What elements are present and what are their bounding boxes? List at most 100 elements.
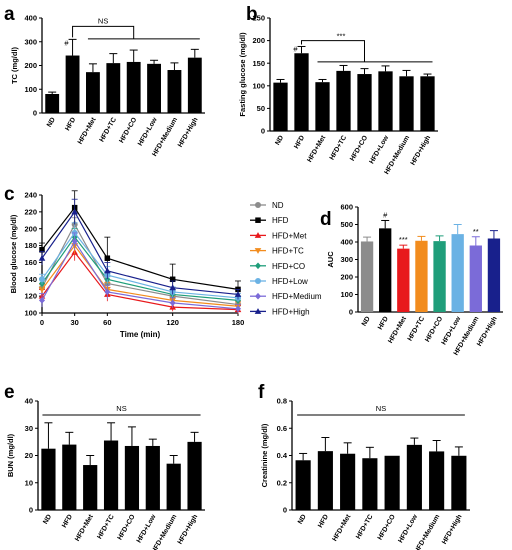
series-line [41, 210, 239, 296]
bar-f [340, 453, 356, 510]
y-tick-label-b: 0 [261, 127, 265, 136]
bar-e [83, 465, 98, 510]
x-axis-label-c: Time (min) [120, 330, 161, 339]
category-label-a: HFD+High [177, 117, 200, 149]
legend-label: HFD+Met [272, 231, 307, 240]
category-label-a: HFD+CO [118, 117, 138, 145]
category-label-b: HFD+TC [329, 134, 349, 161]
panel-label-c: c [4, 184, 15, 205]
x-tick-label-c: 120 [166, 318, 179, 327]
bar-d [379, 228, 392, 312]
bar-a [167, 70, 182, 113]
y-tick-label-a: 200 [24, 61, 37, 70]
bar-f [317, 451, 333, 510]
bar-f [451, 455, 467, 510]
y-tick-label-a: 100 [24, 85, 37, 94]
marker-diamond [38, 297, 46, 304]
category-label-b: ND [274, 134, 285, 146]
category-label-b: HFD+CO [349, 135, 369, 163]
y-tick-label-f: 0.8 [277, 397, 287, 406]
marker-triangle-up [254, 232, 262, 238]
y-tick-label-c: 120 [24, 292, 37, 301]
marker-triangle-up [254, 308, 262, 314]
marker-circle [38, 276, 46, 283]
category-label-e: HFD+Met [74, 513, 95, 543]
legend-label: HFD+CO [272, 262, 305, 271]
bar-d [433, 241, 446, 312]
marker-square [39, 247, 45, 253]
category-label-f: ND [297, 513, 308, 525]
bar-a [187, 57, 202, 113]
category-label-e: ND [42, 513, 53, 525]
bar-b [294, 53, 309, 132]
panel-label-d: d [320, 209, 332, 230]
y-tick-label-e: 30 [25, 424, 33, 433]
bar-e [145, 445, 160, 510]
marker-diamond [71, 238, 78, 245]
category-label-e: HFD+Low [136, 513, 158, 544]
category-label-b: HFD+Low [368, 134, 390, 165]
category-label-d: HFD+TC [407, 315, 427, 342]
marker-diamond [234, 305, 242, 313]
hfd-significance-mark: # [293, 44, 298, 53]
category-label-a: HFD+TC [98, 116, 118, 143]
bar-b [315, 82, 330, 131]
comparison-bracket [72, 25, 135, 39]
bar-d [360, 241, 374, 312]
y-tick-label-d: 300 [340, 255, 353, 264]
comparison-bracket [301, 40, 365, 62]
category-label-a: HFD [64, 116, 77, 132]
category-label-d: HFD+CO [424, 316, 444, 344]
y-tick-label-a: 0 [33, 109, 37, 118]
y-tick-label-d: 0 [349, 308, 353, 317]
bar-e [41, 448, 56, 510]
y-axis-label-e: BUN (mg/dl) [6, 433, 15, 477]
y-tick-label-c: 200 [24, 224, 37, 233]
bar-b [420, 76, 435, 131]
legend-label: HFD [272, 216, 289, 225]
y-tick-label-c: 220 [24, 207, 37, 216]
marker-triangle-up [71, 208, 78, 215]
series-line [41, 206, 239, 290]
medium-significance-mark: ** [473, 227, 479, 236]
x-tick-label-c: 60 [103, 318, 111, 327]
y-axis-label-b: Fasting glucose (mg/dl) [238, 32, 247, 117]
bar-a [147, 63, 161, 113]
y-tick-label-c: 140 [24, 275, 37, 284]
significance-label: NS [376, 404, 386, 413]
y-tick-label-f: 0.2 [277, 478, 287, 487]
marker-circle [254, 201, 262, 209]
bar-d [415, 240, 428, 312]
bar-d [397, 248, 410, 312]
y-axis-label-f: Creatinine (mg/dl) [260, 423, 269, 487]
category-label-e: HFD+High [177, 514, 200, 546]
hfd-significance-mark: # [383, 210, 388, 219]
y-axis-label-c: Blood glucose (mg/dl) [9, 214, 18, 293]
y-tick-label-d: 200 [340, 273, 353, 282]
marker-diamond [254, 262, 262, 270]
category-label-f: HFD+High [441, 514, 464, 546]
significance-label: *** [337, 32, 346, 41]
y-tick-label-e: 10 [25, 478, 33, 487]
y-tick-label-e: 20 [25, 451, 33, 460]
x-tick-label-c: 30 [70, 318, 78, 327]
bar-f [406, 444, 422, 510]
bar-b [336, 70, 351, 131]
y-tick-label-e: 0 [29, 506, 33, 515]
x-tick-label-c: 180 [232, 318, 245, 327]
y-axis-label-a: TC (mg/dl) [10, 46, 19, 84]
category-label-d: ND [361, 315, 372, 327]
legend-label: HFD+TC [272, 247, 304, 256]
y-axis-label-d: AUC [326, 251, 335, 268]
chart-a: 0 100 200 300 400 TC (mg/dl) ND HFD HFD+Met HFD+T… [10, 14, 205, 158]
category-label-f: HFD [317, 513, 330, 529]
y-tick-label-b: 150 [252, 59, 265, 68]
y-tick-label-b: 100 [252, 81, 265, 90]
bar-f [295, 460, 311, 510]
y-tick-label-b: 50 [257, 104, 265, 113]
significance-label: NS [116, 404, 126, 413]
category-label-f: HFD+CO [377, 514, 397, 542]
x-tick-label-c: 0 [40, 318, 44, 327]
bar-a [86, 72, 100, 113]
